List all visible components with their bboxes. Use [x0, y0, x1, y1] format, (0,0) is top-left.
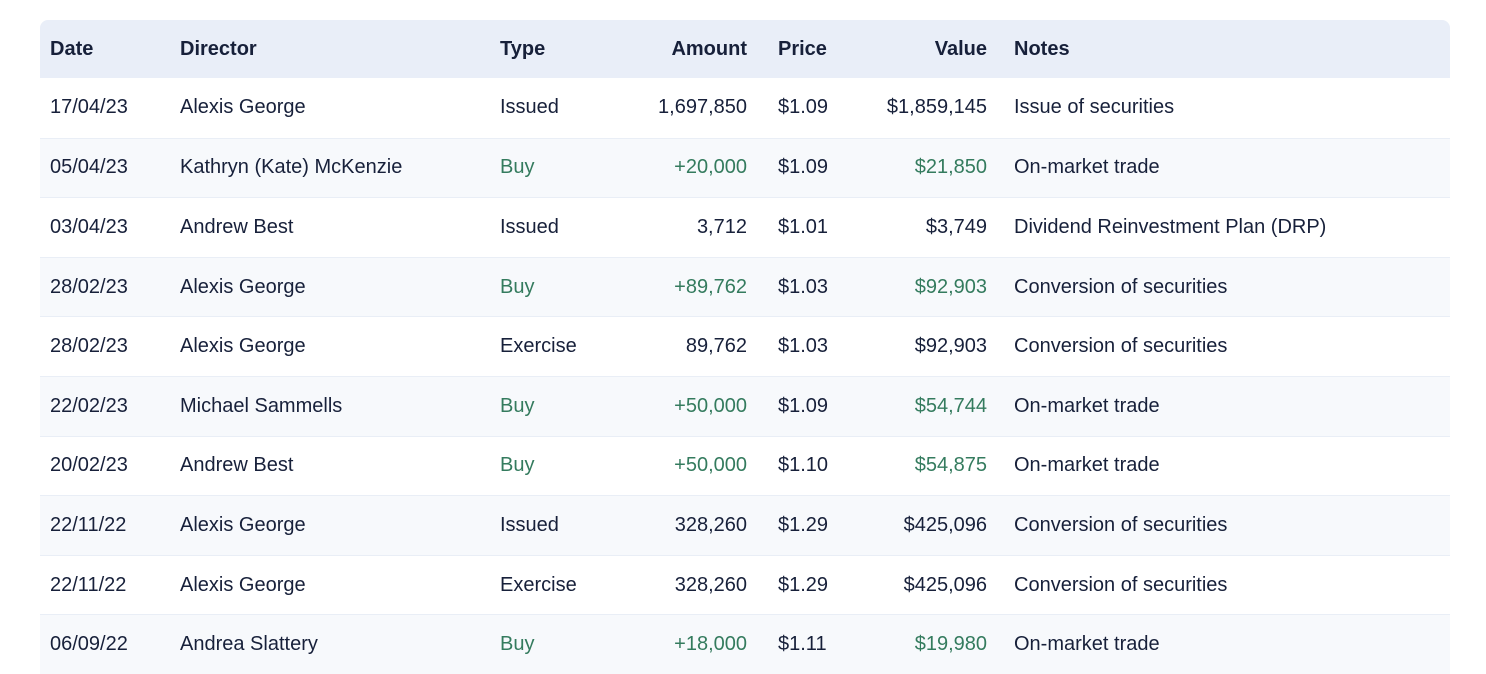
cell-price: $1.09 [747, 375, 858, 436]
table-row: 17/04/23 Alexis George Issued 1,697,850 … [40, 78, 1450, 138]
table-row: 06/09/22 Andrea Slattery Buy +18,000 $1.… [40, 614, 1450, 674]
cell-date: 22/02/23 [40, 375, 180, 436]
cell-value: $92,903 [858, 316, 987, 376]
table-row: 28/02/23 Alexis George Buy +89,762 $1.03… [40, 256, 1450, 317]
cell-director: Kathryn (Kate) McKenzie [180, 137, 500, 198]
cell-price: $1.10 [747, 435, 858, 496]
cell-director: Alexis George [180, 256, 500, 317]
cell-date: 17/04/23 [50, 96, 128, 119]
cell-director: Andrew Best [180, 435, 500, 496]
column-header-value: Value [858, 20, 987, 78]
column-header-price: Price [747, 20, 858, 78]
cell-director: Andrew Best [180, 197, 500, 257]
director-trades-table: Date Director Type Amount Price Value No… [40, 20, 1450, 674]
cell-value: $54,744 [858, 375, 987, 436]
cell-type: Issued [500, 197, 640, 257]
cell-type: Issued [500, 495, 640, 555]
cell-value: $54,875 [858, 435, 987, 496]
cell-director: Alexis George [180, 96, 306, 119]
cell-type: Buy [500, 137, 640, 198]
cell-price: $1.03 [747, 256, 858, 317]
cell-date: 28/02/23 [40, 316, 180, 376]
cell-price: $1.01 [747, 197, 858, 257]
cell-amount: +18,000 [640, 614, 747, 674]
cell-value: $21,850 [858, 137, 987, 198]
cell-price: $1.29 [747, 554, 858, 615]
table-row: 22/11/22 Alexis George Issued 328,260 $1… [40, 495, 1450, 555]
table-row: 20/02/23 Andrew Best Buy +50,000 $1.10 $… [40, 435, 1450, 496]
cell-price: $1.09 [778, 96, 829, 119]
cell-amount: 1,697,850 [658, 96, 747, 119]
cell-price: $1.29 [747, 495, 858, 555]
cell-director: Alexis George [180, 316, 500, 376]
cell-type: Exercise [500, 316, 640, 376]
column-header-director: Director [180, 20, 500, 78]
table-body: 17/04/23 Alexis George Issued 1,697,850 … [40, 78, 1450, 674]
cell-notes: On-market trade [987, 375, 1450, 436]
cell-date: 28/02/23 [40, 256, 180, 317]
cell-date: 06/09/22 [40, 614, 180, 674]
cell-value: $19,980 [858, 614, 987, 674]
director-trades-table-container: Date Director Type Amount Price Value No… [40, 20, 1450, 674]
cell-notes: Issue of securities [1014, 96, 1175, 119]
cell-notes: Conversion of securities [987, 554, 1450, 615]
cell-date: 22/11/22 [40, 554, 180, 615]
cell-amount: +50,000 [640, 375, 747, 436]
cell-notes: On-market trade [987, 137, 1450, 198]
table-header: Date Director Type Amount Price Value No… [40, 20, 1450, 78]
cell-date: 05/04/23 [40, 137, 180, 198]
cell-price: $1.11 [747, 614, 858, 674]
cell-type: Buy [500, 435, 640, 496]
table-row: 03/04/23 Andrew Best Issued 3,712 $1.01 … [40, 197, 1450, 257]
cell-amount: 328,260 [640, 554, 747, 615]
cell-date: 22/11/22 [40, 495, 180, 555]
cell-type: Buy [500, 375, 640, 436]
cell-value: $425,096 [858, 554, 987, 615]
cell-type: Exercise [500, 554, 640, 615]
table-row: 28/02/23 Alexis George Exercise 89,762 $… [40, 316, 1450, 376]
column-header-notes: Notes [987, 20, 1450, 78]
cell-director: Andrea Slattery [180, 614, 500, 674]
cell-date: 03/04/23 [40, 197, 180, 257]
table-row: 22/11/22 Alexis George Exercise 328,260 … [40, 554, 1450, 615]
cell-value: $1,859,145 [886, 96, 987, 119]
table-row: 05/04/23 Kathryn (Kate) McKenzie Buy +20… [40, 137, 1450, 198]
cell-director: Alexis George [180, 495, 500, 555]
cell-price: $1.03 [747, 316, 858, 376]
cell-amount: +89,762 [640, 256, 747, 317]
cell-director: Michael Sammells [180, 375, 500, 436]
header-row: Date Director Type Amount Price Value No… [40, 20, 1450, 78]
cell-type: Buy [500, 614, 640, 674]
table-row: 22/02/23 Michael Sammells Buy +50,000 $1… [40, 375, 1450, 436]
cell-notes: On-market trade [987, 614, 1450, 674]
column-header-type: Type [500, 20, 640, 78]
cell-date: 20/02/23 [40, 435, 180, 496]
cell-notes: Dividend Reinvestment Plan (DRP) [987, 197, 1450, 257]
cell-notes: On-market trade [987, 435, 1450, 496]
column-header-date: Date [40, 20, 180, 78]
column-header-amount: Amount [640, 20, 747, 78]
cell-notes: Conversion of securities [987, 495, 1450, 555]
cell-amount: 89,762 [640, 316, 747, 376]
cell-type: Issued [500, 96, 559, 119]
cell-amount: +20,000 [640, 137, 747, 198]
cell-value: $425,096 [858, 495, 987, 555]
cell-director: Alexis George [180, 554, 500, 615]
cell-notes: Conversion of securities [987, 256, 1450, 317]
cell-amount: +50,000 [640, 435, 747, 496]
cell-value: $3,749 [858, 197, 987, 257]
cell-price: $1.09 [747, 137, 858, 198]
cell-notes: Conversion of securities [987, 316, 1450, 376]
cell-type: Buy [500, 256, 640, 317]
cell-value: $92,903 [858, 256, 987, 317]
cell-amount: 328,260 [640, 495, 747, 555]
cell-amount: 3,712 [640, 197, 747, 257]
